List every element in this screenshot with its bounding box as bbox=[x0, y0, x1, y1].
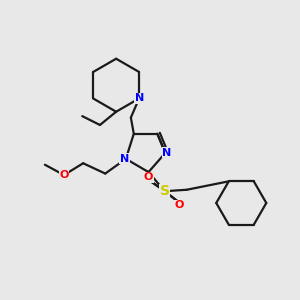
Text: N: N bbox=[120, 154, 129, 164]
Text: O: O bbox=[144, 172, 153, 182]
Text: S: S bbox=[160, 184, 170, 198]
Text: O: O bbox=[175, 200, 184, 210]
Text: O: O bbox=[59, 170, 69, 180]
Text: N: N bbox=[135, 94, 144, 103]
Text: N: N bbox=[163, 148, 172, 158]
